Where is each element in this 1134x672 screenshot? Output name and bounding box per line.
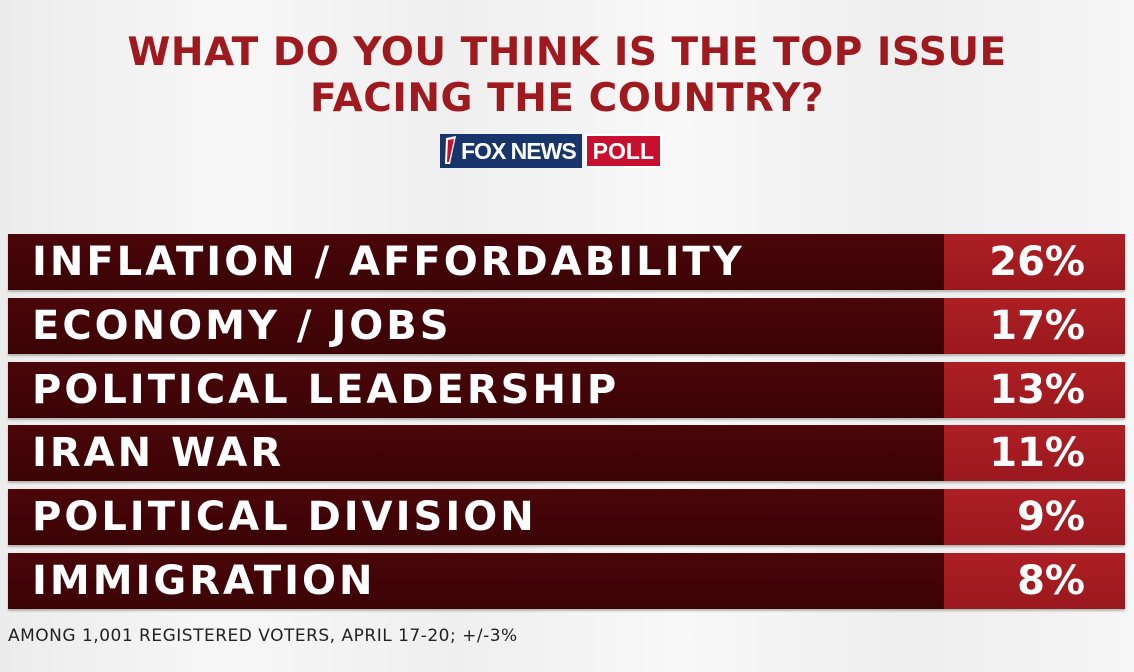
category-label: ECONOMY / JOBS [8,297,944,354]
value-label: 17% [944,297,1125,354]
category-label: IMMIGRATION [8,552,944,609]
bar-row: IMMIGRATION 8% [8,552,1125,609]
fox-news-poll-logo: FOX NEWS POLL [440,134,663,168]
value-label: 9% [944,489,1125,546]
category-label: IRAN WAR [8,425,944,482]
bar-row: ECONOMY / JOBS 17% [8,297,1125,354]
value-label: 13% [944,361,1125,418]
category-label: POLITICAL LEADERSHIP [8,361,944,418]
bar-row: IRAN WAR 11% [8,425,1125,482]
fox-news-text: FOX NEWS [461,137,577,164]
fox-news-logo-block: FOX NEWS [440,134,582,168]
chart-title-line-2: FACING THE COUNTRY? [309,76,825,121]
category-label: POLITICAL DIVISION [8,489,944,546]
value-label: 26% [944,234,1125,290]
footnote: AMONG 1,001 REGISTERED VOTERS, APRIL 17-… [8,626,518,646]
value-label: 8% [944,552,1125,609]
chart-title: WHAT DO YOU THINK IS THE TOP ISSUE FACIN… [0,30,1134,122]
poll-badge: POLL [584,134,663,168]
category-label: INFLATION / AFFORDABILITY [8,234,944,290]
bar-row: POLITICAL DIVISION 9% [8,489,1125,546]
bar-row: INFLATION / AFFORDABILITY 26% [8,234,1125,290]
bar-row: POLITICAL LEADERSHIP 13% [8,361,1125,418]
flag-stripes-icon [445,136,456,164]
bar-rows: INFLATION / AFFORDABILITY 26% ECONOMY / JO… [8,234,1125,617]
value-label: 11% [944,425,1125,482]
chart-title-line-1: WHAT DO YOU THINK IS THE TOP ISSUE [127,30,1007,75]
